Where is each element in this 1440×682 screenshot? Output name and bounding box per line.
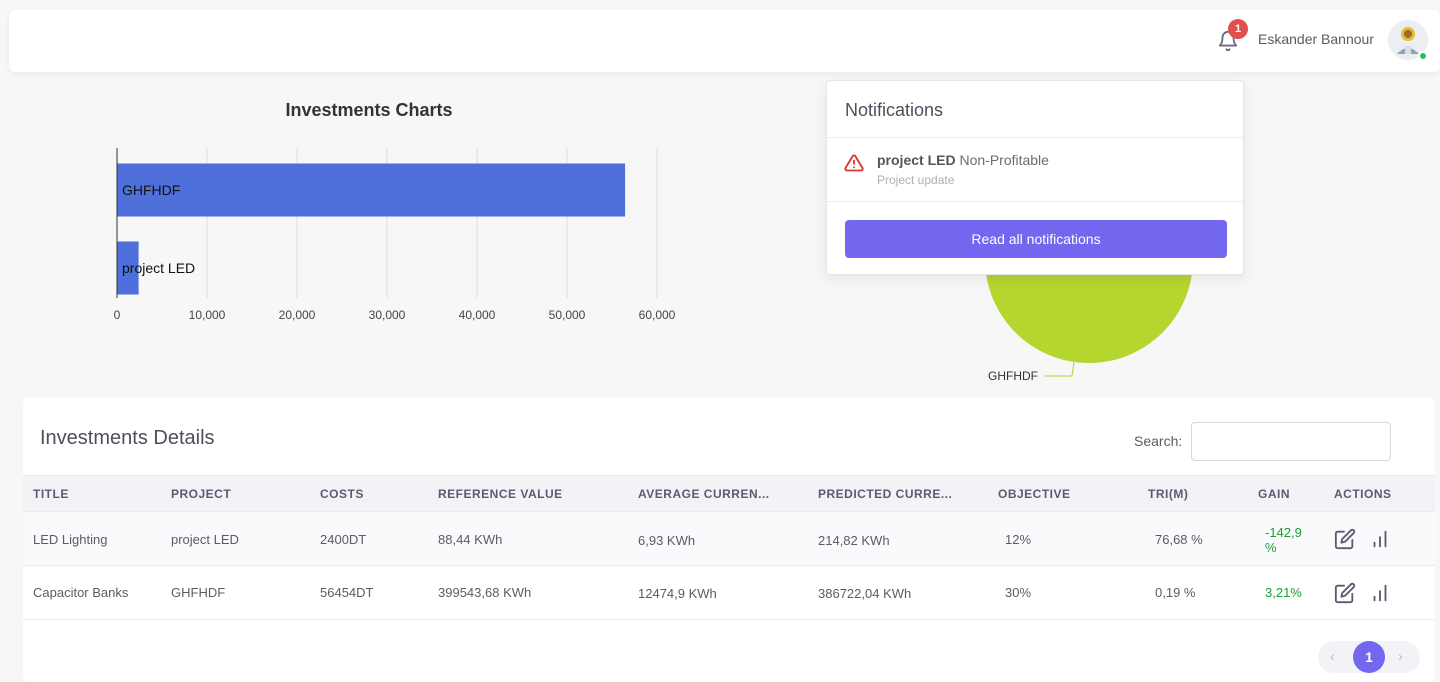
investments-details-card: Investments Details Search: TITLE PROJEC… <box>23 397 1435 682</box>
bar-label: GHFHDF <box>122 182 180 198</box>
cell-reference-value: 88,44 KWh <box>438 532 503 547</box>
stats-icon[interactable] <box>1369 528 1391 550</box>
cell-costs: 56454DT <box>320 585 374 600</box>
cell-predicted-current: 386722,04 KWh <box>818 586 912 601</box>
x-tick-label: 0 <box>114 308 121 322</box>
x-tick-label: 20,000 <box>279 308 316 322</box>
column-header-average-current[interactable]: AVERAGE CURREN... <box>638 487 770 501</box>
table-header: TITLE PROJECT COSTS REFERENCE VALUE AVER… <box>23 475 1435 512</box>
user-name[interactable]: Eskander Bannour <box>1258 31 1374 47</box>
notification-text: project LED Non-Profitable <box>877 152 1049 168</box>
bar-chart-title: Investments Charts <box>285 100 453 120</box>
edit-icon[interactable] <box>1334 582 1356 604</box>
notification-project: project LED <box>877 152 956 168</box>
notifications-dropdown: Notifications project LED Non-Profitable… <box>826 80 1244 275</box>
column-header-reference-value[interactable]: REFERENCE VALUE <box>438 487 563 501</box>
avatar[interactable] <box>1388 20 1428 60</box>
notification-subtitle: Project update <box>877 173 955 187</box>
stats-icon[interactable] <box>1369 582 1391 604</box>
cell-gain: 3,21% <box>1265 585 1302 600</box>
pagination-page-button[interactable]: 1 <box>1353 641 1385 673</box>
x-tick-label: 60,000 <box>639 308 676 322</box>
pie-label-leader <box>1044 361 1075 377</box>
x-tick-label: 30,000 <box>369 308 406 322</box>
pagination-prev-button[interactable]: ‹ <box>1330 648 1335 664</box>
bar <box>117 241 139 295</box>
column-header-tri[interactable]: TRI(M) <box>1148 487 1189 501</box>
column-header-costs[interactable]: COSTS <box>320 487 364 501</box>
warning-triangle-icon <box>844 154 864 172</box>
bar-label: project LED <box>122 260 195 276</box>
cell-average-current: 12474,9 KWh <box>638 586 717 601</box>
x-tick-label: 40,000 <box>459 308 496 322</box>
cell-tri: 0,19 % <box>1155 585 1196 600</box>
cell-title: Capacitor Banks <box>33 585 129 600</box>
cell-average-current: 6,93 KWh <box>638 533 696 548</box>
column-header-title[interactable]: TITLE <box>33 487 69 501</box>
x-tick-label: 10,000 <box>189 308 226 322</box>
cell-title: LED Lighting <box>33 532 108 547</box>
cell-gain-value: -142,9 <box>1265 525 1302 540</box>
cell-project: project LED <box>171 532 239 547</box>
x-tick-label: 50,000 <box>549 308 586 322</box>
search-label: Search: <box>1134 433 1183 449</box>
notification-status: Non-Profitable <box>959 152 1049 168</box>
notification-item[interactable]: project LED Non-Profitable Project updat… <box>827 138 1243 202</box>
investments-table: TITLE PROJECT COSTS REFERENCE VALUE AVER… <box>23 475 1435 620</box>
table-row: Capacitor Banks GHFHDF 56454DT 399543,68… <box>23 566 1435 620</box>
cell-reference-value: 399543,68 KWh <box>438 585 532 600</box>
column-header-project[interactable]: PROJECT <box>171 487 232 501</box>
column-header-objective[interactable]: OBJECTIVE <box>998 487 1071 501</box>
edit-icon[interactable] <box>1334 528 1356 550</box>
cell-tri: 76,68 % <box>1155 532 1203 547</box>
bar <box>117 163 626 217</box>
cell-gain-unit: % <box>1265 540 1277 555</box>
search-input[interactable] <box>1191 422 1391 461</box>
cell-predicted-current: 214,82 KWh <box>818 533 890 548</box>
cell-costs: 2400DT <box>320 532 367 547</box>
investments-details-title: Investments Details <box>40 427 215 449</box>
cell-objective: 30% <box>1005 585 1032 600</box>
investments-bar-chart: 0 10,000 20,000 30,000 40,000 50,000 60,000 GHF… <box>114 148 676 322</box>
read-all-notifications-button[interactable]: Read all notifications <box>845 220 1227 258</box>
column-header-gain[interactable]: GAIN <box>1258 487 1290 501</box>
user-avatar-icon <box>1397 27 1419 54</box>
notification-count-badge: 1 <box>1228 19 1248 39</box>
top-navbar <box>9 10 1440 72</box>
column-header-actions: ACTIONS <box>1334 487 1392 501</box>
cell-gain: -142,9% <box>1265 525 1302 555</box>
notifications-title: Notifications <box>827 81 1243 138</box>
cell-objective: 12% <box>1005 532 1032 547</box>
column-header-predicted-current[interactable]: PREDICTED CURRE... <box>818 487 953 501</box>
online-status-dot <box>1418 51 1428 61</box>
cell-project: GHFHDF <box>171 585 226 600</box>
pie-label: GHFHDF <box>988 369 1038 383</box>
pagination-next-button[interactable]: › <box>1398 648 1403 664</box>
pagination: ‹ 1 › <box>1318 641 1420 673</box>
table-row: LED Lighting project LED 2400DT 88,44 KW… <box>23 512 1435 566</box>
